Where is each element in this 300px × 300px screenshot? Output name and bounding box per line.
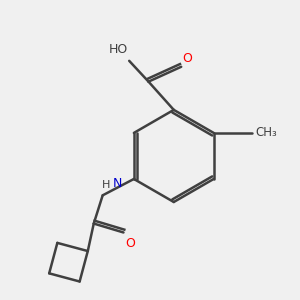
- Text: N: N: [113, 177, 122, 190]
- Text: HO: HO: [109, 44, 128, 56]
- Text: O: O: [125, 237, 135, 250]
- Text: H: H: [102, 180, 110, 190]
- Text: CH₃: CH₃: [255, 126, 277, 140]
- Text: O: O: [183, 52, 193, 65]
